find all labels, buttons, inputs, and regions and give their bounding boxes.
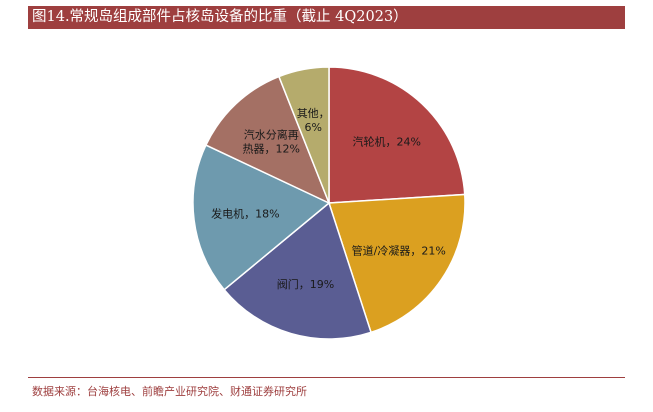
figure-title: 图14.常规岛组成部件占核岛设备的比重（截止 4Q2023） bbox=[28, 6, 625, 29]
source-note: 数据来源：台海核电、前瞻产业研究院、财通证券研究所 bbox=[32, 385, 307, 398]
pie-slice bbox=[328, 66, 466, 204]
pie-slice-label: 其他， 6% bbox=[297, 107, 330, 134]
pie-slice-label-line: 汽轮机，24% bbox=[352, 135, 420, 149]
pie-slice-label: 发电机，18% bbox=[211, 207, 279, 221]
pie-slice-label-line: 汽水分离再 bbox=[244, 128, 299, 142]
pie-slice-label-line: 阀门，19% bbox=[277, 277, 334, 291]
pie-slice-label: 阀门，19% bbox=[277, 277, 334, 291]
pie-slice-label: 汽水分离再热器，12% bbox=[243, 128, 300, 156]
footer-divider bbox=[28, 377, 625, 378]
pie-slices bbox=[192, 66, 466, 340]
pie-slice bbox=[192, 144, 331, 291]
pie-slice bbox=[204, 75, 331, 205]
pie-slice bbox=[223, 201, 372, 340]
pie-slice-label: 汽轮机，24% bbox=[352, 135, 420, 149]
pie-slice bbox=[327, 193, 466, 334]
pie-slice bbox=[277, 66, 330, 204]
pie-slice-label-line: 发电机，18% bbox=[211, 207, 279, 221]
pie-labels: 汽轮机，24% 管道/冷凝器，21% 阀门，19% 发电机，18% 汽水分离再热器，12… bbox=[211, 107, 446, 291]
pie-slice-label: 管道/冷凝器，21% bbox=[352, 243, 446, 257]
pie-slice-label-line: 管道/冷凝器，21% bbox=[352, 243, 446, 257]
pie-slice-label-line: 热器，12% bbox=[243, 143, 300, 156]
pie-slice-label-line: 6% bbox=[304, 121, 321, 134]
pie-slice-label-line: 其他， bbox=[297, 107, 330, 120]
